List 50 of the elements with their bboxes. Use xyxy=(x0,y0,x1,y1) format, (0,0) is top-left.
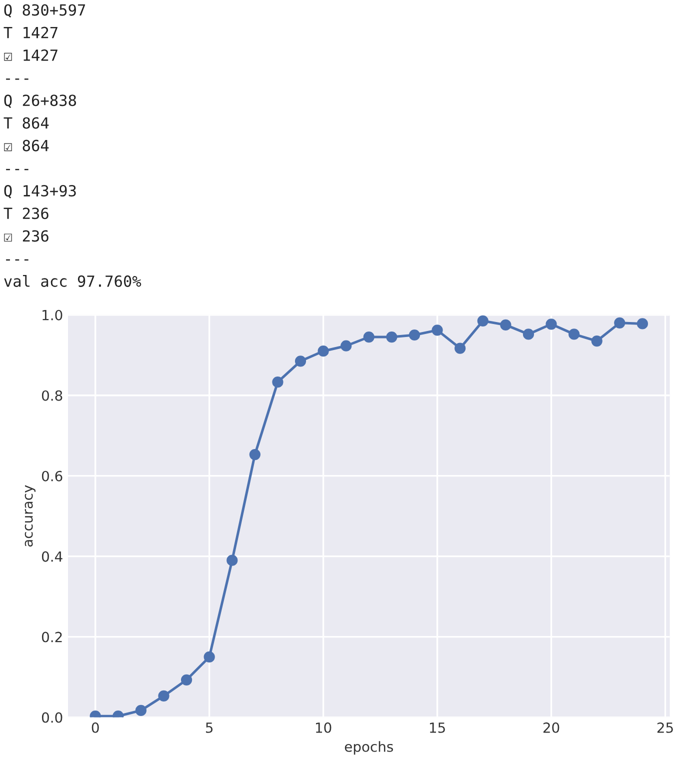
point xyxy=(591,335,602,347)
x-tick-label: 5 xyxy=(206,722,213,733)
x-tick-label: 20 xyxy=(543,722,560,733)
text: T 236 xyxy=(4,208,48,220)
y-tick-label: 1.0 xyxy=(42,310,62,320)
text: T 1427 xyxy=(4,26,58,38)
y-axis-title: accuracy xyxy=(24,485,36,547)
x-tick-label: 10 xyxy=(316,722,332,733)
point xyxy=(408,329,420,341)
point xyxy=(180,674,192,686)
point xyxy=(226,554,238,566)
point xyxy=(522,328,534,340)
x-axis-title: epochs xyxy=(344,741,393,755)
point xyxy=(386,331,398,343)
y-tick-label: 0.0 xyxy=(42,712,62,723)
point xyxy=(363,331,374,343)
x-tick-label: 25 xyxy=(657,722,673,733)
point xyxy=(158,690,170,702)
text: ☑ 236 xyxy=(4,230,48,242)
y-tick-label: 0.6 xyxy=(42,470,62,482)
point xyxy=(568,328,580,340)
y-tick-label: 0.8 xyxy=(42,390,62,401)
point xyxy=(249,448,260,460)
point xyxy=(432,324,443,336)
text: T 864 xyxy=(4,117,49,129)
point xyxy=(340,340,352,352)
point xyxy=(477,315,488,326)
text: --- xyxy=(6,168,28,170)
point xyxy=(318,346,329,357)
y-tick-label: 0.4 xyxy=(42,551,62,562)
text: Q 26+838 xyxy=(4,94,76,108)
x-tick-label: 15 xyxy=(430,722,445,733)
y-tick-label: 0.2 xyxy=(42,632,62,642)
text: ☑ 864 xyxy=(4,140,49,152)
text: val acc 97.760% xyxy=(4,275,142,287)
point xyxy=(135,704,146,716)
point xyxy=(454,342,466,354)
point xyxy=(204,651,215,663)
point xyxy=(500,319,512,330)
text: Q 143+93 xyxy=(4,184,76,198)
text: --- xyxy=(6,259,28,261)
text: ☑ 1427 xyxy=(4,49,58,61)
point xyxy=(272,376,284,388)
text: --- xyxy=(6,78,28,80)
point xyxy=(614,317,626,328)
point xyxy=(636,318,648,330)
point xyxy=(294,356,306,367)
text: Q 830+597 xyxy=(4,4,86,18)
point xyxy=(546,318,557,330)
x-tick-label: 0 xyxy=(92,722,99,733)
